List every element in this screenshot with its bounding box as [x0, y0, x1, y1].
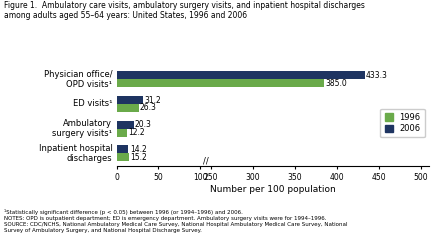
Bar	[117, 79, 324, 87]
X-axis label: Number per 100 population: Number per 100 population	[210, 185, 336, 194]
Text: 385.0: 385.0	[326, 79, 347, 88]
Bar	[117, 96, 143, 104]
Bar	[117, 71, 365, 79]
Bar	[117, 129, 127, 137]
Text: 20.3: 20.3	[135, 120, 152, 129]
Text: among adults aged 55–64 years: United States, 1996 and 2006: among adults aged 55–64 years: United St…	[4, 11, 248, 20]
Text: ¹Statistically significant difference (p < 0.05) between 1996 (or 1994–1996) and: ¹Statistically significant difference (p…	[4, 209, 348, 233]
Text: 31.2: 31.2	[144, 96, 161, 105]
Bar	[117, 145, 128, 153]
Bar	[117, 121, 134, 129]
Text: 14.2: 14.2	[130, 145, 147, 154]
Text: 12.2: 12.2	[128, 128, 145, 137]
Bar	[117, 153, 129, 161]
Bar	[117, 104, 139, 112]
Text: Figure 1.  Ambulatory care visits, ambulatory surgery visits, and inpatient hosp: Figure 1. Ambulatory care visits, ambula…	[4, 1, 365, 10]
Text: 26.3: 26.3	[140, 103, 157, 112]
Text: 433.3: 433.3	[366, 71, 388, 80]
Legend: 1996, 2006: 1996, 2006	[380, 109, 425, 137]
Text: 15.2: 15.2	[131, 153, 147, 162]
Text: //: //	[203, 157, 209, 166]
